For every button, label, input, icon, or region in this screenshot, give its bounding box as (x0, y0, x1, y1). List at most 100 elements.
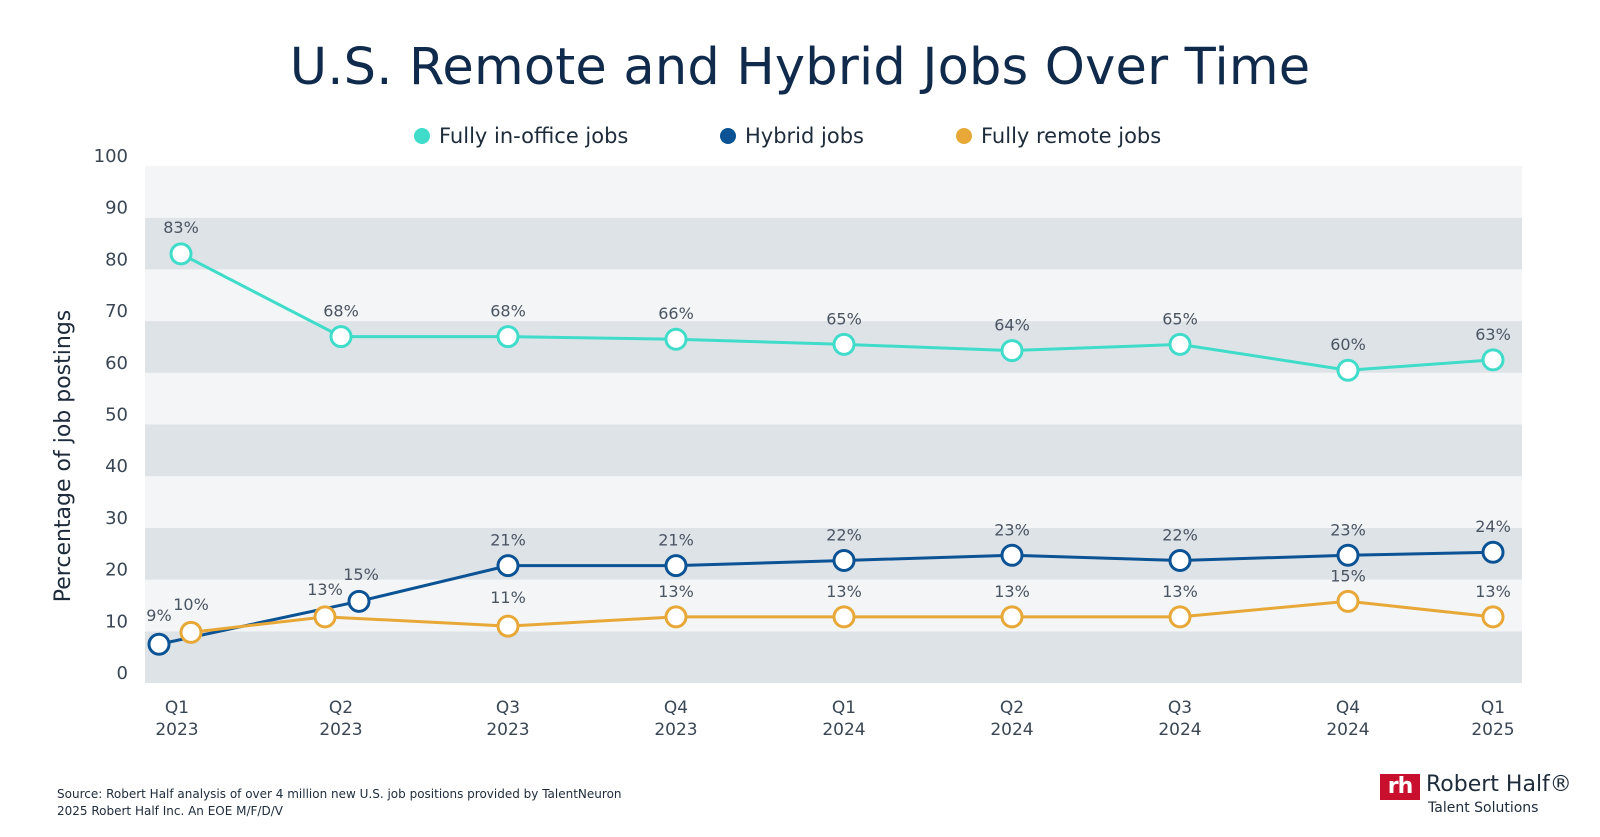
legend-label: Fully remote jobs (981, 124, 1162, 148)
y-tick-label: 100 (94, 146, 128, 167)
data-label: 21% (490, 531, 526, 550)
legend-item-remote: Fully remote jobs (956, 124, 1161, 148)
data-point (1168, 548, 1192, 572)
grid-band (145, 527, 1522, 580)
x-tick-label: Q4 (1336, 698, 1360, 718)
data-point (1000, 605, 1024, 629)
y-tick-label: 80 (105, 249, 128, 270)
data-label: 13% (994, 582, 1030, 601)
data-label: 23% (994, 520, 1030, 539)
y-tick-label: 0 (117, 663, 128, 684)
y-tick-label: 50 (105, 405, 128, 426)
legend-item-hybrid: Hybrid jobs (720, 124, 864, 148)
data-label: 10% (173, 595, 209, 614)
data-label: 65% (826, 309, 862, 328)
grid-band (145, 476, 1522, 528)
legend-label: Fully in-office jobs (439, 124, 629, 148)
y-tick-label: 60 (105, 353, 128, 374)
data-point (1336, 589, 1360, 613)
data-label: 60% (1330, 335, 1366, 354)
grid-band (145, 217, 1522, 270)
x-tick-label: Q1 (1481, 698, 1505, 718)
source-note: Source: Robert Half analysis of over 4 m… (57, 786, 622, 820)
logo-mark-icon: rh (1380, 774, 1420, 800)
x-tick-label: Q2 (1000, 698, 1024, 718)
x-tick-year-label: 2023 (486, 720, 529, 740)
y-axis-title: Percentage of job postings (51, 310, 76, 602)
x-tick-label: Q2 (329, 698, 353, 718)
data-point (1481, 605, 1505, 629)
x-axis: Q12023Q22023Q32023Q42023Q12024Q22024Q320… (155, 698, 1514, 740)
data-point (496, 325, 520, 349)
data-label: 13% (1475, 582, 1511, 601)
data-label: 65% (1162, 309, 1198, 328)
data-point (347, 589, 371, 613)
data-point (147, 632, 171, 656)
y-tick-label: 30 (105, 508, 128, 529)
x-tick-year-label: 2024 (1326, 720, 1369, 740)
grid-band (145, 166, 1522, 218)
data-point (169, 242, 193, 266)
data-point (1481, 540, 1505, 564)
data-point (664, 327, 688, 351)
y-tick-label: 70 (105, 301, 128, 322)
x-tick-year-label: 2025 (1471, 720, 1514, 740)
data-point (1000, 339, 1024, 363)
legend-dot-icon (720, 128, 736, 144)
data-point (1000, 543, 1024, 567)
y-tick-label: 90 (105, 198, 128, 219)
y-tick-label: 10 (105, 611, 128, 632)
data-point (1336, 543, 1360, 567)
data-point (496, 614, 520, 638)
x-tick-year-label: 2023 (319, 720, 362, 740)
data-label: 22% (826, 525, 862, 544)
grid-band (145, 269, 1522, 322)
data-label: 11% (490, 588, 526, 607)
data-point (179, 620, 203, 644)
data-point (832, 605, 856, 629)
robert-half-logo: rh Robert Half® Talent Solutions (1380, 772, 1580, 822)
legend-item-in-office: Fully in-office jobs (414, 124, 628, 148)
data-label: 83% (163, 218, 199, 237)
logo-subtitle: Talent Solutions (1428, 800, 1539, 816)
legend-label: Hybrid jobs (745, 124, 864, 148)
data-label: 9% (146, 606, 171, 625)
legend-dot-icon (414, 128, 430, 144)
data-point (832, 548, 856, 572)
data-point (832, 332, 856, 356)
x-tick-year-label: 2024 (1158, 720, 1201, 740)
data-point (313, 605, 337, 629)
data-label: 66% (658, 304, 694, 323)
data-label: 15% (1330, 566, 1366, 585)
grid-band (145, 372, 1522, 425)
y-tick-label: 20 (105, 560, 128, 581)
chart-title: U.S. Remote and Hybrid Jobs Over Time (289, 38, 1311, 97)
series-points (147, 242, 1505, 656)
data-label: 68% (490, 302, 526, 321)
data-label: 21% (658, 531, 694, 550)
data-label: 13% (1162, 582, 1198, 601)
data-label: 22% (1162, 525, 1198, 544)
x-tick-label: Q1 (832, 698, 856, 718)
x-tick-year-label: 2023 (155, 720, 198, 740)
x-tick-label: Q1 (165, 698, 189, 718)
data-label: 68% (323, 302, 359, 321)
x-tick-year-label: 2024 (822, 720, 865, 740)
data-point (1481, 348, 1505, 372)
data-label: 23% (1330, 520, 1366, 539)
y-axis: 0 10 20 30 40 50 60 70 80 90 100 (94, 146, 128, 684)
data-label: 64% (994, 316, 1030, 335)
data-point (329, 325, 353, 349)
data-label: 24% (1475, 517, 1511, 536)
data-point (1336, 358, 1360, 382)
legend-dot-icon (956, 128, 972, 144)
x-tick-label: Q3 (496, 698, 520, 718)
y-tick-label: 40 (105, 456, 128, 477)
data-point (1168, 332, 1192, 356)
grid-band (145, 424, 1522, 477)
data-label: 13% (307, 580, 343, 599)
data-point (664, 554, 688, 578)
data-point (496, 554, 520, 578)
data-label: 63% (1475, 325, 1511, 344)
